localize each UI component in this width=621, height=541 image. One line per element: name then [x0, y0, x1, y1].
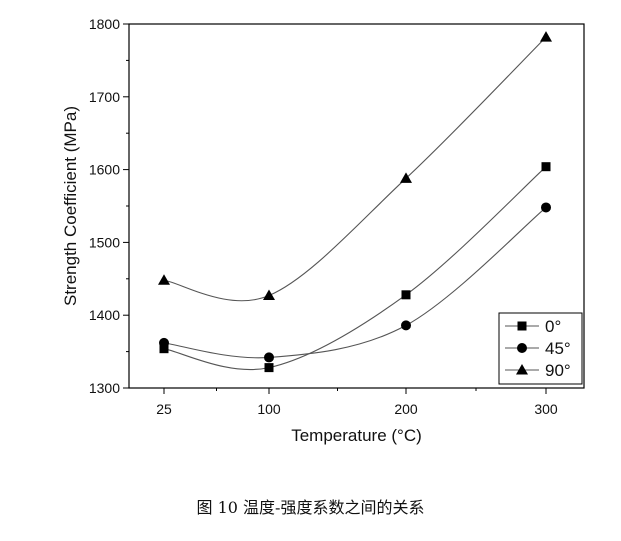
x-axis-ticks: 25 100 200 300 [156, 388, 558, 417]
x-tick-label: 100 [257, 401, 281, 417]
y-tick-label: 1600 [89, 162, 120, 178]
series-markers [158, 31, 552, 373]
figure-caption: 图 10 温度-强度系数之间的关系 [196, 498, 425, 517]
chart: 1300 1400 1500 1600 1700 1800 25 100 200 300 Tem… [61, 16, 585, 445]
data-point-circle [264, 352, 274, 363]
x-axis-title: Temperature (°C) [291, 426, 422, 445]
data-point-triangle [400, 172, 412, 183]
legend-marker-triangle [516, 364, 528, 375]
data-point-triangle [158, 274, 170, 285]
series-line-0 [163, 166, 547, 371]
legend-label: 90° [545, 361, 571, 380]
y-tick-label: 1400 [89, 307, 120, 323]
series-line-1 [163, 207, 547, 359]
data-point-triangle [540, 31, 552, 42]
y-axis-ticks: 1300 1400 1500 1600 1700 1800 [89, 16, 129, 396]
y-tick-label: 1800 [89, 16, 120, 32]
y-tick-label: 1500 [89, 234, 120, 250]
y-axis-title: Strength Coefficient (MPa) [61, 106, 80, 306]
x-tick-label: 200 [394, 401, 418, 417]
data-point-triangle [263, 289, 275, 301]
data-point-square [401, 290, 411, 300]
series-line-2 [163, 36, 547, 302]
data-point-square [264, 363, 274, 373]
y-tick-label: 1300 [89, 380, 120, 396]
data-point-circle [159, 337, 169, 348]
data-point-square [159, 344, 169, 354]
x-tick-label: 300 [534, 401, 558, 417]
data-point-circle [541, 202, 551, 213]
legend-label: 45° [545, 339, 571, 358]
legend-label: 0° [545, 317, 561, 336]
legend-marker-square [517, 321, 527, 331]
legend: 0° 45° 90° [498, 312, 583, 385]
x-tick-label: 25 [156, 401, 172, 417]
legend-marker-circle [517, 343, 527, 353]
data-point-square [541, 162, 551, 172]
data-point-circle [401, 320, 411, 331]
y-tick-label: 1700 [89, 89, 120, 105]
series-curves [163, 36, 547, 371]
